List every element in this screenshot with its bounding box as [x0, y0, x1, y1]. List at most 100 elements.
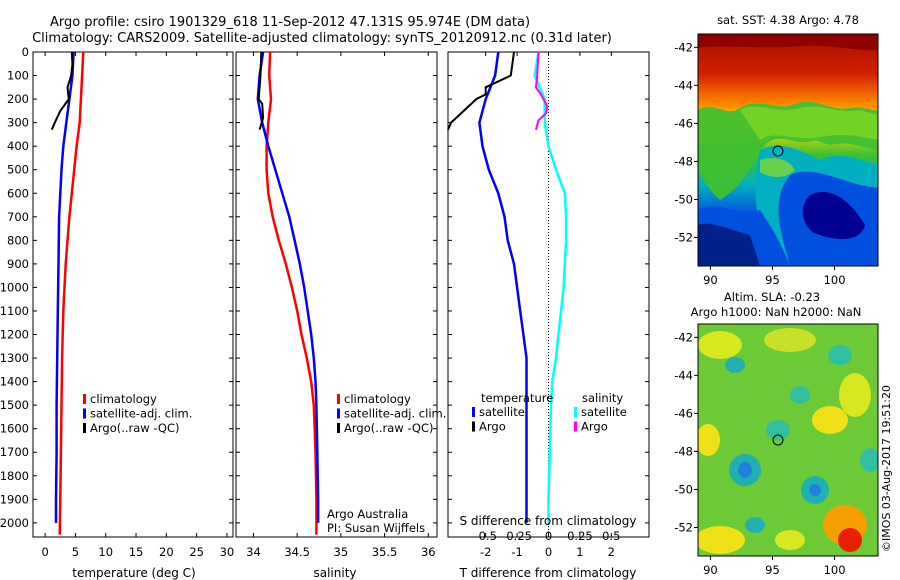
temperature-legend-label: climatology — [90, 392, 157, 406]
temperature-x-tick-label: 10 — [98, 545, 113, 559]
sst-map-features — [698, 34, 878, 266]
sla-lon-tick-label: 95 — [765, 563, 780, 577]
depth-tick-label: 2000 — [0, 516, 29, 530]
depth-tick-label: 1500 — [0, 398, 29, 412]
imos-watermark: ©IMOS 03-Aug-2017 19:51:20 — [880, 385, 893, 552]
sst-lat-tick-label: -46 — [674, 116, 693, 130]
difference-x-tick-label: 0 — [545, 545, 552, 559]
climatology-line — [58, 51, 85, 535]
difference-top-x-axis-label: S difference from climatology — [460, 514, 637, 528]
salinity-x-axis-label: salinity — [313, 566, 356, 580]
difference-salinity-legend-label: satellite — [581, 405, 627, 419]
sla-lat-tick-label: -46 — [674, 406, 693, 420]
depth-tick-label: 1100 — [0, 304, 29, 318]
salinity-annotation-pi: PI: Susan Wijffels — [327, 521, 425, 535]
temperature-legend-swatch — [83, 394, 86, 404]
difference-x-tick-label: -1 — [511, 545, 522, 559]
sst-lon-tick-label: 90 — [703, 273, 718, 287]
difference-temperature-legend-swatch — [472, 421, 475, 432]
difference-temperature-legend-swatch — [472, 407, 475, 417]
salinity-argo-line — [534, 51, 549, 130]
salinity-legend-label: climatology — [344, 392, 411, 406]
sst-lon-tick-label: 95 — [765, 273, 780, 287]
difference-legend-header-temperature: temperature — [481, 391, 553, 405]
temperature-satellite-line — [478, 51, 528, 523]
salinity-profile-panel: 34 34.5 35 35.5 36 climatologysatellite-adj. … — [235, 51, 446, 559]
difference-top-x-tick-label: 0.25 — [567, 529, 593, 543]
difference-profile-panel: -2-1012-0.5-0.2500.250.5temperaturesalin… — [447, 51, 650, 559]
temperature-x-tick-label: 20 — [159, 545, 174, 559]
depth-tick-label: 200 — [7, 92, 29, 106]
sst-lon-tick-label: 100 — [824, 273, 846, 287]
temperature-x-tick-label: 5 — [72, 545, 79, 559]
salinity-x-tick-label: 34 — [246, 545, 261, 559]
temperature-legend-label: Argo(..raw -QC) — [90, 421, 180, 435]
argo-raw-qc--line — [257, 51, 265, 130]
temperature-legend-swatch — [83, 423, 86, 433]
difference-x-tick-label: 1 — [576, 545, 583, 559]
sla-map-title-line1: Altim. SLA: -0.23 — [724, 290, 820, 304]
depth-tick-label: 700 — [7, 210, 29, 224]
salinity-annotation-institution: Argo Australia — [327, 507, 408, 521]
sst-lat-tick-label: -44 — [674, 78, 693, 92]
figure-title-line1: Argo profile: csiro 1901329_618 11-Sep-2… — [50, 15, 530, 30]
depth-tick-label: 1200 — [0, 328, 29, 342]
depth-tick-label: 500 — [7, 163, 29, 177]
temperature-x-tick-label: 0 — [41, 545, 48, 559]
sla-map-axes: -42 -44 -46 -48 -50 -52 90 95 100 — [674, 330, 845, 577]
sla-lon-tick-label: 90 — [703, 563, 718, 577]
sst-map-panel — [697, 33, 879, 267]
sla-lat-tick-label: -52 — [674, 520, 693, 534]
temperature-x-tick-label: 15 — [129, 545, 144, 559]
difference-top-x-tick-label: -0.25 — [502, 529, 532, 543]
difference-x-tick-label: -2 — [480, 545, 491, 559]
satellite-adj-clim--line — [54, 51, 75, 523]
temperature-legend-swatch — [83, 408, 86, 419]
sla-map-panel — [697, 323, 879, 557]
sla-argo-position-marker — [772, 434, 784, 446]
sla-lat-tick-label: -50 — [674, 482, 693, 496]
temperature-x-axis-label: temperature (deg C) — [72, 566, 195, 580]
difference-top-x-tick-label: -0.5 — [474, 529, 496, 543]
difference-x-axis-label: T difference from climatology — [459, 566, 637, 580]
depth-tick-label: 400 — [7, 139, 29, 153]
salinity-legend-label: satellite-adj. clim. — [344, 407, 446, 421]
depth-tick-label: 1800 — [0, 469, 29, 483]
salinity-legend-label: Argo(..raw -QC) — [344, 421, 434, 435]
sst-lat-tick-label: -42 — [674, 40, 693, 54]
salinity-x-tick-label: 35 — [334, 545, 349, 559]
sla-lat-tick-label: -48 — [674, 444, 693, 458]
sla-map-title-line2: Argo h1000: NaN h2000: NaN — [691, 305, 862, 319]
depth-tick-label: 1300 — [0, 351, 29, 365]
temperature-legend-label: satellite-adj. clim. — [90, 407, 192, 421]
temperature-x-tick-label: 25 — [189, 545, 204, 559]
climatology-line — [265, 51, 318, 535]
difference-salinity-legend-swatch — [574, 407, 577, 417]
salinity-plot-frame — [235, 51, 438, 538]
salinity-legend-swatch — [337, 394, 340, 404]
sst-argo-position-marker — [772, 145, 784, 157]
difference-temperature-legend-label: satellite — [479, 405, 525, 419]
difference-salinity-legend-label: Argo — [581, 420, 608, 434]
depth-tick-label: 900 — [7, 257, 29, 271]
difference-salinity-legend-swatch — [574, 421, 577, 432]
sla-lat-tick-label: -44 — [674, 368, 693, 382]
depth-tick-label: 0 — [22, 45, 29, 59]
sla-map-features — [698, 324, 878, 556]
depth-tick-label: 600 — [7, 186, 29, 200]
temperature-argo-line — [447, 51, 515, 131]
difference-legend-header-salinity: salinity — [582, 391, 623, 405]
salinity-x-tick-label: 34.5 — [284, 545, 310, 559]
temperature-x-tick-label: 30 — [220, 545, 235, 559]
depth-tick-label: 1600 — [0, 422, 29, 436]
difference-temperature-legend-label: Argo — [479, 420, 506, 434]
temperature-plot-frame — [32, 51, 234, 538]
temperature-profile-panel: 0100200300400500600700800900100011001200… — [0, 45, 234, 559]
depth-tick-label: 100 — [7, 69, 29, 83]
sst-lat-tick-label: -52 — [674, 230, 693, 244]
depth-tick-label: 800 — [7, 233, 29, 247]
depth-tick-label: 1900 — [0, 492, 29, 506]
sst-lat-tick-label: -48 — [674, 154, 693, 168]
sst-map-axes: -42 -44 -46 -48 -50 -52 90 95 100 — [674, 40, 845, 287]
